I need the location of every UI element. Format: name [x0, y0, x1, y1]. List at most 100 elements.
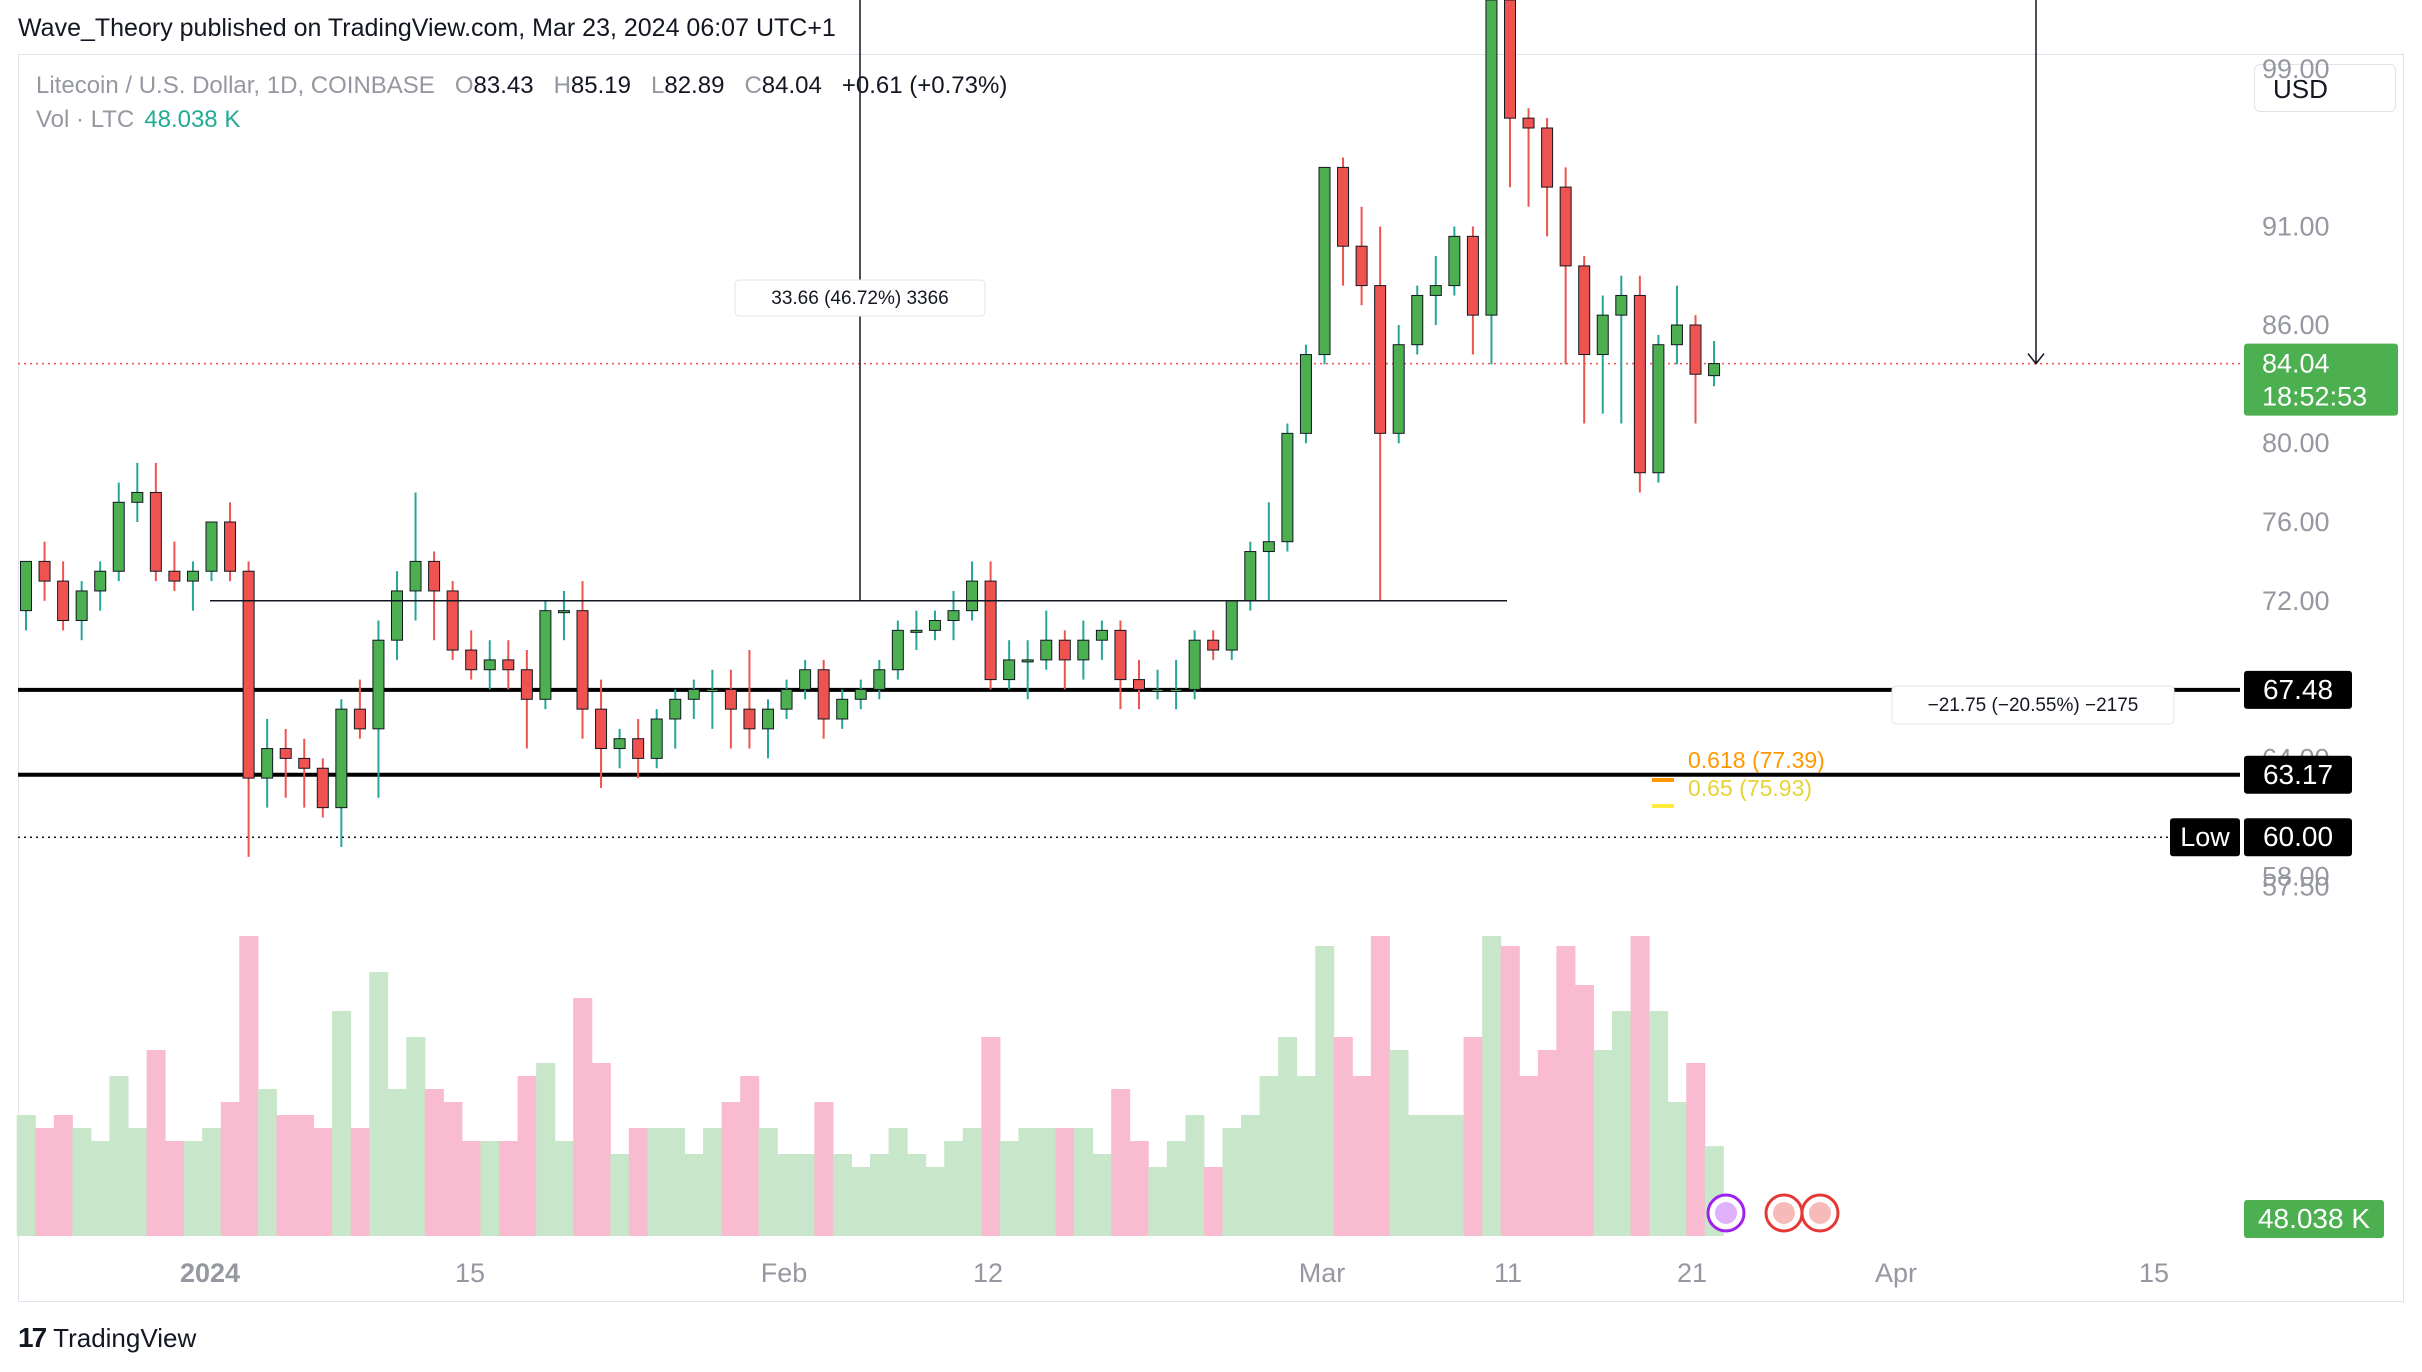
- candle-body: [316, 767, 329, 809]
- candle-body: [1133, 679, 1145, 690]
- candle-body: [724, 688, 737, 710]
- high-value: 85.19: [570, 72, 631, 99]
- level2-tag: 63.17: [2244, 755, 2352, 794]
- volume-bar: [944, 1141, 964, 1236]
- candle-body: [520, 669, 533, 700]
- candle-body: [261, 748, 274, 779]
- candle-body: [762, 708, 774, 730]
- volume-bar: [962, 1128, 982, 1236]
- symbol-legend: Litecoin / U.S. Dollar, 1D, COINBASE O83…: [36, 72, 1007, 100]
- volume-bar: [1092, 1154, 1112, 1236]
- candle-body: [465, 649, 478, 671]
- candle-body: [131, 491, 144, 503]
- candle-body: [391, 590, 403, 641]
- candle-body: [1504, 0, 1516, 119]
- volume-bar: [1166, 1141, 1186, 1236]
- candle-body: [1337, 166, 1350, 247]
- volume-bar: [128, 1128, 148, 1236]
- volume-bar: [517, 1076, 537, 1236]
- footer-brand: TradingView: [53, 1322, 197, 1353]
- candle-body: [1689, 324, 1702, 375]
- candle-body: [706, 688, 719, 692]
- volume-bar: [1241, 1115, 1261, 1236]
- icon-core: [1773, 1202, 1795, 1224]
- chart-frame[interactable]: [18, 54, 2404, 1302]
- volume-bar: [1259, 1076, 1279, 1236]
- volume-bar: [499, 1141, 519, 1236]
- volume-bar: [1667, 1102, 1687, 1236]
- candle-body: [1151, 688, 1164, 692]
- volume-bar: [1055, 1128, 1075, 1236]
- candle-body: [1095, 629, 1108, 641]
- candle-body: [1114, 629, 1127, 681]
- icon-ring: [1800, 1193, 1840, 1233]
- volume-bar: [1426, 1115, 1446, 1236]
- candle-body: [1485, 0, 1498, 316]
- volume-bar: [387, 1089, 407, 1236]
- candle-body: [186, 570, 199, 582]
- low-value: 82.89: [664, 72, 725, 99]
- price-tick-label: 76.00: [2262, 507, 2330, 537]
- volume-bar: [795, 1154, 815, 1236]
- volume-tag-text: 48.038 K: [2258, 1203, 2370, 1234]
- volume-bar: [1686, 1063, 1706, 1236]
- volume-bar: [369, 972, 389, 1236]
- volume-bar: [90, 1141, 110, 1236]
- time-tick-label: 15: [455, 1258, 485, 1288]
- volume-bar: [1500, 946, 1520, 1236]
- volume-bar: [1407, 1115, 1428, 1236]
- volume-bar: [1649, 1011, 1669, 1236]
- time-tick-label: 21: [1677, 1258, 1707, 1288]
- volume-bar: [109, 1076, 129, 1236]
- last-price-tag-bg: [2244, 343, 2398, 416]
- level2-tag-bg: [2244, 755, 2352, 794]
- volume-bar: [1612, 1011, 1632, 1236]
- drawings[interactable]: 33.66 (46.72%) 3366 −21.75 (−20.55%) −217…: [210, 0, 2175, 808]
- volume-bar: [665, 1128, 686, 1236]
- candle-body: [1355, 245, 1368, 287]
- candle-body: [780, 688, 793, 710]
- candle-body: [669, 698, 682, 720]
- volume-bar: [350, 1128, 370, 1236]
- level1-tag-text: 67.48: [2263, 674, 2333, 705]
- candle-body: [502, 659, 515, 671]
- volume-area: [16, 936, 1724, 1236]
- measure-down-box: [1891, 685, 2175, 725]
- volume-value: 48.038 K: [144, 106, 241, 133]
- reference-lines: [18, 362, 2240, 838]
- low-label: L: [651, 72, 665, 99]
- candle-body: [1040, 639, 1053, 661]
- fib-65-label: 0.65 (75.93): [1688, 775, 1812, 801]
- candle-body: [1708, 363, 1721, 377]
- open-label: O: [454, 72, 474, 99]
- candle-body: [557, 610, 570, 614]
- volume-bar: [1630, 936, 1650, 1236]
- candle-body: [1429, 285, 1442, 296]
- volume-bar: [1389, 1050, 1409, 1236]
- candle-body: [1652, 344, 1665, 474]
- candle-body: [298, 757, 311, 769]
- candle-body: [1244, 551, 1257, 602]
- measure-down-label: −21.75 (−20.55%) −2175: [1891, 685, 2175, 725]
- tradingview-logo[interactable]: 17 TradingView: [18, 1322, 196, 1354]
- currency-button[interactable]: USD: [2254, 64, 2396, 112]
- symbol-name[interactable]: Litecoin / U.S. Dollar, 1D, COINBASE: [36, 72, 435, 99]
- measure-down-text: −21.75 (−20.55%) −2175: [1928, 695, 2139, 716]
- volume-bar: [703, 1128, 723, 1236]
- us-flag-icon: [1764, 1193, 1804, 1233]
- volume-bar: [1593, 1050, 1613, 1236]
- volume-bar: [777, 1154, 797, 1236]
- candle-body: [409, 560, 422, 592]
- volume-bar: [1537, 1050, 1557, 1236]
- candle-body: [1633, 294, 1646, 474]
- candle-body: [650, 718, 663, 759]
- volume-bar: [1445, 1115, 1465, 1236]
- low-label-tag-bg: [2170, 818, 2240, 857]
- volume-bar: [461, 1141, 481, 1236]
- volume-bar: [220, 1102, 240, 1236]
- time-tick-label: Mar: [1299, 1258, 1346, 1288]
- candle-body: [372, 639, 385, 730]
- candle-body: [984, 580, 997, 681]
- volume-bar: [1222, 1128, 1242, 1236]
